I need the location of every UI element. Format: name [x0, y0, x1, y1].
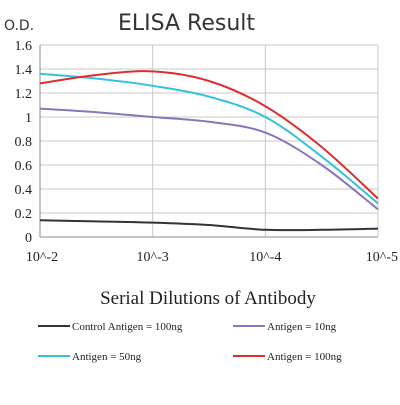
axis-layer: 0 0.2 0.4 0.6 0.8 1 1.2 1.4 1.6 10^-2 10^-3 10^-4 10…	[15, 39, 399, 265]
x-tick-label: 10^-2	[26, 250, 58, 265]
series-line-antigen-100ng	[39, 70, 379, 200]
grid-layer	[39, 44, 379, 238]
x-tick-label: 10^-4	[249, 250, 281, 265]
x-tick-label: 10^-5	[366, 250, 398, 265]
chart-title: ELISA Result	[118, 11, 255, 36]
legend-item-antigen-10ng: Antigen = 10ng	[233, 321, 337, 333]
series-line-control-antigen-100ng	[39, 219, 379, 232]
legend-item-antigen-100ng: Antigen = 100ng	[233, 351, 342, 363]
y-tick-label: 1	[25, 111, 32, 126]
y-axis-label: O.D.	[4, 18, 34, 34]
legend-label: Antigen = 100ng	[267, 351, 342, 363]
y-tick-label: 0.8	[15, 135, 33, 150]
series-layer	[39, 70, 379, 232]
series-line-antigen-50ng	[39, 72, 379, 205]
y-tick-label: 0.2	[15, 207, 33, 222]
y-tick-label: 0	[25, 231, 32, 246]
legend: Control Antigen = 100ng Antigen = 10ng Ant…	[38, 321, 342, 363]
legend-label: Antigen = 50ng	[72, 351, 142, 363]
y-tick-label: 1.2	[15, 87, 33, 102]
x-axis-label: Serial Dilutions of Antibody	[100, 288, 316, 309]
legend-label: Control Antigen = 100ng	[72, 321, 183, 333]
x-tick-label: 10^-3	[137, 250, 169, 265]
series-line-antigen-10ng	[39, 107, 379, 211]
y-tick-label: 0.4	[15, 183, 33, 198]
legend-item-antigen-50ng: Antigen = 50ng	[38, 351, 142, 363]
y-tick-label: 1.4	[15, 63, 33, 78]
y-tick-label: 0.6	[15, 159, 33, 174]
y-tick-label: 1.6	[15, 39, 33, 54]
legend-label: Antigen = 10ng	[267, 321, 337, 333]
legend-item-control-antigen-100ng: Control Antigen = 100ng	[38, 321, 183, 333]
